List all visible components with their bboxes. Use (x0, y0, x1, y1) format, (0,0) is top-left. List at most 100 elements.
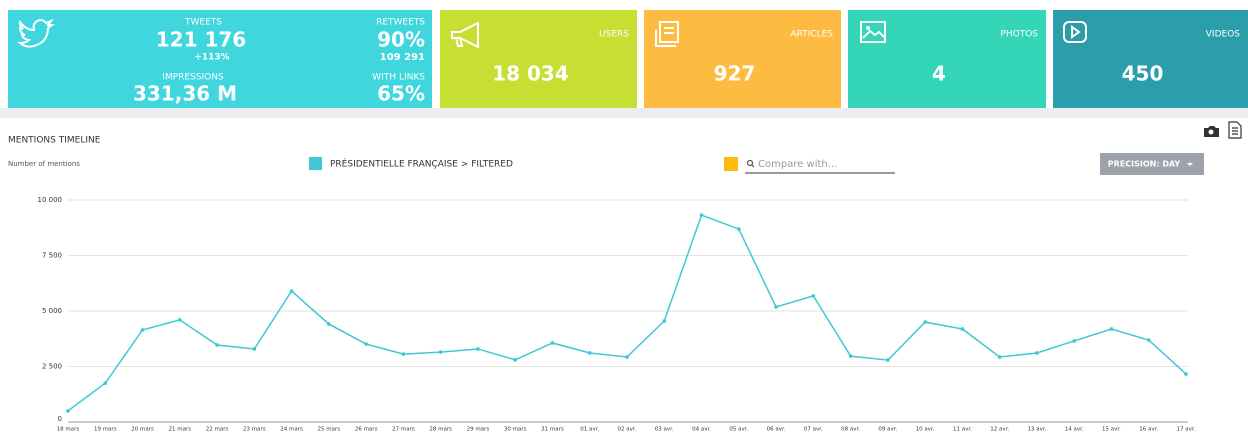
data-point (252, 347, 257, 351)
data-point (401, 352, 406, 356)
tweets-change: +113% (194, 53, 229, 63)
data-point (1184, 372, 1188, 376)
x-tick-label: 05 avr. (729, 427, 748, 433)
x-tick-label: 12 avr. (990, 427, 1009, 433)
links-label: WITH LINKS (372, 73, 425, 83)
x-tick-label: 30 mars (504, 427, 527, 433)
data-point (66, 409, 70, 413)
stat-tile (1053, 10, 1248, 108)
photos-icon (860, 21, 886, 43)
links-value: 65% (377, 82, 425, 106)
data-point (923, 320, 927, 324)
data-point (997, 355, 1002, 359)
data-point (438, 350, 443, 354)
data-point (625, 355, 629, 359)
stat-value: 18 034 (492, 62, 569, 86)
tweets-value: 121 176 (156, 28, 246, 52)
x-tick-label: 29 mars (467, 427, 490, 433)
stat-value: 4 (932, 62, 946, 86)
data-point (774, 305, 778, 309)
data-point (587, 351, 592, 355)
retweets-label: RETWEETS (376, 18, 425, 28)
data-point (1072, 339, 1076, 343)
data-point (364, 342, 368, 346)
stat-value: 927 (714, 62, 756, 86)
data-point (103, 381, 108, 385)
compare-input[interactable]: Compare with... (758, 159, 837, 170)
x-tick-label: 08 avr. (841, 427, 860, 433)
x-tick-label: 24 mars (280, 427, 303, 433)
impressions-label: IMPRESSIONS (162, 73, 224, 83)
series-line (67, 214, 1187, 412)
y-tick-label: 7 500 (42, 252, 62, 260)
data-point (737, 227, 741, 231)
x-tick-label: 17 avr. (1177, 427, 1196, 433)
stat-label: USERS (599, 30, 629, 40)
stat-label: VIDEOS (1206, 30, 1241, 40)
x-tick-label: 22 mars (206, 427, 229, 433)
x-tick-label: 07 avr. (804, 427, 823, 433)
articles-icon (655, 21, 679, 47)
search-icon (746, 159, 754, 167)
x-tick-label: 09 avr. (878, 427, 897, 433)
x-tick-label: 25 mars (318, 427, 341, 433)
videos-icon-play (1071, 25, 1081, 39)
y-tick-label: 5 000 (42, 307, 62, 315)
x-tick-label: 04 avr. (692, 427, 711, 433)
y-tick-label: 0 (58, 415, 62, 423)
x-tick-label: 21 mars (168, 427, 191, 433)
photos-icon-dot (866, 26, 870, 30)
x-tick-label: 28 mars (429, 427, 452, 433)
x-tick-label: 02 avr. (618, 427, 637, 433)
x-tick-label: 11 avr. (953, 427, 972, 433)
x-tick-label: 15 avr. (1102, 427, 1121, 433)
legend-swatch (309, 157, 322, 170)
data-point (848, 354, 853, 358)
data-point (1146, 338, 1151, 342)
camera-lens (1208, 129, 1214, 135)
tweets-label: TWEETS (184, 18, 222, 28)
retweets-count: 109 291 (380, 52, 425, 63)
y-tick-label: 2 500 (42, 363, 62, 371)
separator (0, 108, 1248, 118)
data-point (960, 327, 965, 331)
data-point (476, 347, 480, 351)
data-point (215, 343, 219, 347)
videos-icon (1063, 21, 1087, 43)
data-point (886, 358, 890, 362)
x-tick-label: 18 mars (57, 427, 80, 433)
data-point (550, 341, 555, 345)
data-point (662, 319, 667, 323)
x-tick-label: 27 mars (392, 427, 415, 433)
retweets-value: 90% (377, 28, 425, 52)
x-tick-label: 16 avr. (1139, 427, 1158, 433)
compare-swatch (724, 157, 738, 171)
data-point (327, 322, 331, 326)
x-tick-label: 19 mars (94, 427, 117, 433)
data-point (1109, 327, 1114, 331)
legend-label: PRÉSIDENTIELLE FRANÇAISE > FILTERED (330, 158, 513, 170)
stat-tile (440, 10, 637, 108)
impressions-value: 331,36 M (133, 82, 237, 106)
data-point (513, 358, 517, 362)
caret (1187, 163, 1193, 166)
precision-button-label[interactable]: PRECISION: DAY (1108, 160, 1181, 169)
x-tick-label: 14 avr. (1065, 427, 1084, 433)
data-point (811, 294, 816, 298)
data-point (289, 289, 294, 293)
stat-label: PHOTOS (1000, 30, 1038, 40)
x-tick-label: 20 mars (131, 427, 154, 433)
x-tick-label: 31 mars (541, 427, 564, 433)
twitter-tile (8, 10, 432, 108)
stat-label: ARTICLES (790, 30, 833, 40)
data-point (140, 328, 145, 332)
data-point (699, 213, 704, 217)
export-icon[interactable] (1228, 121, 1242, 139)
search-icon-handle (751, 164, 755, 168)
precision-button[interactable] (1100, 153, 1204, 175)
x-tick-label: 26 mars (355, 427, 378, 433)
chart-title: MENTIONS TIMELINE (8, 136, 101, 146)
users-icon (451, 21, 479, 49)
